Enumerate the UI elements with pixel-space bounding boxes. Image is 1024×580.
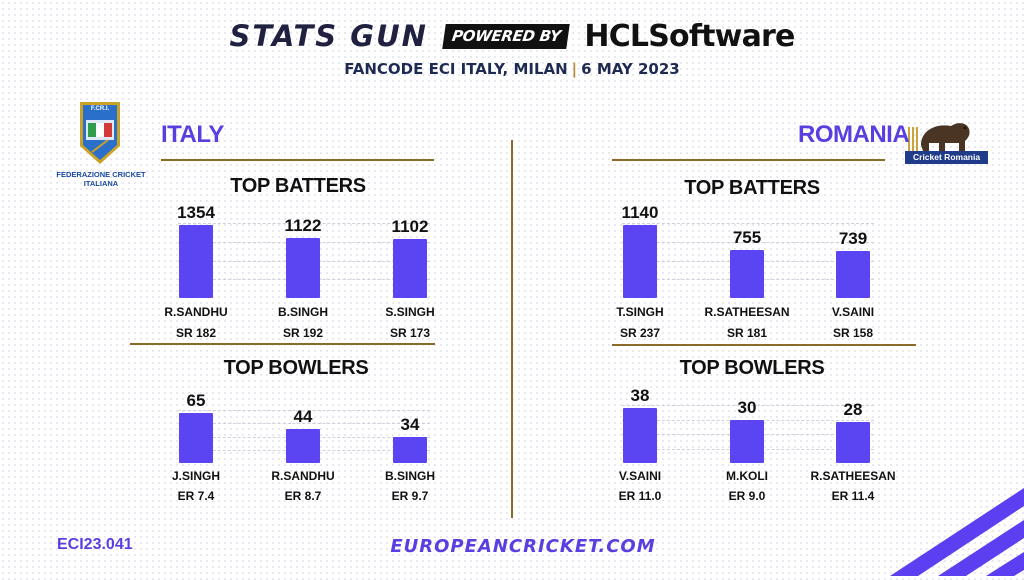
event-line: FANCODE ECI ITALY, MILAN | 6 MAY 2023 <box>0 60 1024 78</box>
gridline <box>178 223 430 224</box>
player-stat: ER 9.7 <box>391 489 429 503</box>
romania-cricket-logo <box>905 117 988 153</box>
player-name: S.SINGH <box>385 305 435 319</box>
player-name: B.SINGH <box>277 305 328 319</box>
gridline <box>178 423 430 424</box>
value-label: 1140 <box>621 203 659 222</box>
center-divider <box>511 140 513 518</box>
player-stat: SR 181 <box>726 326 768 340</box>
player-stat: SR 173 <box>389 326 431 340</box>
value-label: 1354 <box>177 203 215 222</box>
player-stat: ER 11.0 <box>618 489 662 503</box>
gridline <box>178 410 430 411</box>
right-mid-rule <box>612 344 916 346</box>
bar <box>623 225 657 298</box>
romania-batters-title: TOP BATTERS <box>684 177 820 199</box>
left-team-rule <box>161 159 434 161</box>
value-label: 1102 <box>391 217 429 236</box>
gridline <box>622 405 874 406</box>
event-date: 6 MAY 2023 <box>581 60 680 78</box>
value-label: 30 <box>737 398 757 417</box>
player-name: R.SATHEESAN <box>704 305 790 319</box>
event-name: FANCODE ECI ITALY, MILAN <box>344 60 568 78</box>
value-label: 28 <box>843 400 863 419</box>
bar <box>393 437 427 463</box>
romania-bowlers-title: TOP BOWLERS <box>679 357 825 379</box>
stats-gun-logo: STATS GUN <box>229 19 428 53</box>
player-name: T.SINGH <box>616 305 664 319</box>
team-name-left: ITALY <box>161 121 224 148</box>
bar <box>623 408 657 463</box>
italy-logo-text: FEDERAZIONE CRICKET ITALIANA <box>56 170 146 188</box>
player-stat: ER 9.0 <box>728 489 766 503</box>
italy-batters-title: TOP BATTERS <box>230 175 366 197</box>
italy-bowlers-title: TOP BOWLERS <box>223 357 369 379</box>
player-stat: SR 158 <box>832 326 874 340</box>
player-name: B.SINGH <box>384 469 435 483</box>
powered-by-badge: POWERED BY <box>442 23 571 49</box>
player-stat: SR 182 <box>175 326 217 340</box>
bar <box>179 413 213 463</box>
value-label: 755 <box>732 228 762 247</box>
footer-code: ECI23.041 <box>57 536 133 553</box>
corner-stripes <box>850 480 1024 576</box>
italy-federation-logo <box>78 100 122 166</box>
right-team-rule <box>612 159 885 161</box>
player-stat: ER 8.7 <box>284 489 322 503</box>
bar <box>730 250 764 298</box>
bar <box>836 251 870 298</box>
bar <box>179 225 213 298</box>
player-name: R.SANDHU <box>271 469 335 483</box>
bar <box>836 422 870 463</box>
player-name: R.SATHEESAN <box>810 469 896 483</box>
gridline <box>622 223 874 224</box>
bar <box>286 429 320 463</box>
player-name: R.SANDHU <box>164 305 228 319</box>
value-label: 1122 <box>284 216 322 235</box>
player-stat: SR 237 <box>619 326 661 340</box>
team-name-right: ROMANIA <box>798 121 910 148</box>
value-label: 44 <box>293 407 313 426</box>
bar <box>730 420 764 463</box>
player-stat: SR 192 <box>282 326 324 340</box>
event-separator: | <box>571 60 578 78</box>
footer-url[interactable]: EUROPEANCRICKET.COM <box>390 536 656 557</box>
player-name: J.SINGH <box>171 469 220 483</box>
romania-logo-text: Cricket Romania <box>905 151 988 164</box>
bar <box>393 239 427 298</box>
corner-stripes-icon <box>890 488 1024 576</box>
player-stat: ER 11.4 <box>831 489 875 503</box>
sponsor-logo: HCLSoftware <box>584 18 795 54</box>
italy-shield-icon <box>80 102 120 164</box>
value-label: 38 <box>630 386 650 405</box>
header-brand: STATS GUN POWERED BY HCLSoftware <box>0 16 1024 56</box>
gridline <box>622 242 874 243</box>
italy-logo-initials: F.CR.I. <box>90 106 110 112</box>
player-name: V.SAINI <box>618 469 662 483</box>
value-label: 65 <box>186 391 206 410</box>
bear-icon <box>908 123 970 151</box>
player-name: V.SAINI <box>831 305 875 319</box>
bar <box>286 238 320 298</box>
player-name: M.KOLI <box>726 469 768 483</box>
value-label: 34 <box>400 415 420 434</box>
player-stat: ER 7.4 <box>177 489 215 503</box>
left-mid-rule <box>130 343 435 345</box>
value-label: 739 <box>838 229 868 248</box>
